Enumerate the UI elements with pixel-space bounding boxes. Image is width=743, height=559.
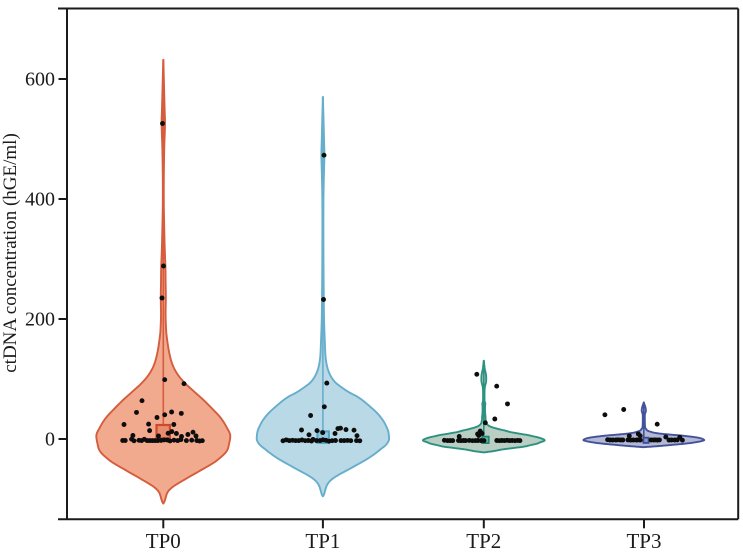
svg-text:400: 400: [25, 189, 55, 211]
svg-text:TP3: TP3: [626, 529, 661, 553]
svg-text:TP2: TP2: [466, 529, 501, 553]
svg-text:TP1: TP1: [305, 529, 340, 553]
svg-text:ctDNA concentration (hGE/ml): ctDNA concentration (hGE/ml): [0, 133, 21, 373]
svg-text:0: 0: [45, 429, 55, 451]
svg-text:600: 600: [25, 69, 55, 91]
svg-text:200: 200: [25, 309, 55, 331]
svg-text:TP0: TP0: [146, 529, 181, 553]
